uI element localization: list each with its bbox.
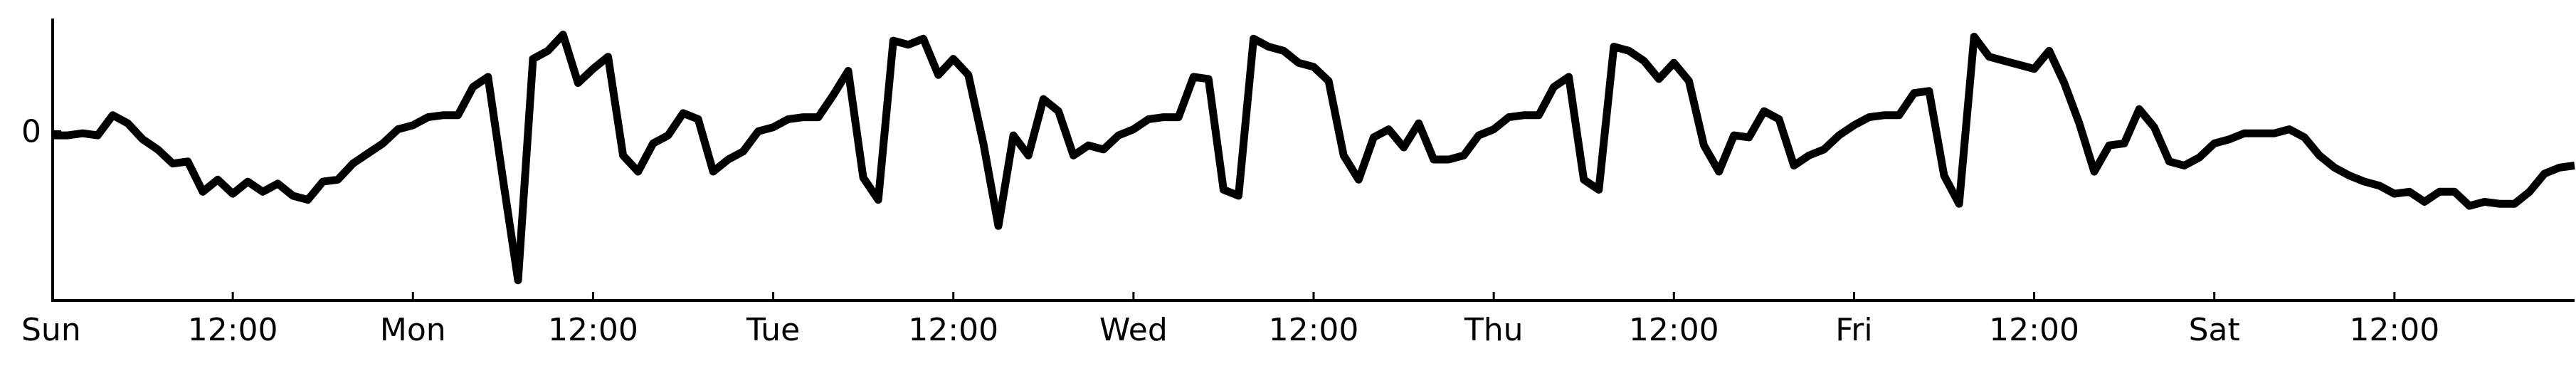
x-tick-label: 12:00 <box>2349 312 2439 348</box>
x-tick-label: 12:00 <box>1269 312 1359 348</box>
x-tick-label: 12:00 <box>548 312 638 348</box>
x-tick-label: Mon <box>380 312 446 348</box>
x-tick-label: Wed <box>1099 312 1168 348</box>
x-tick-label: Tue <box>746 312 800 348</box>
x-tick-label: 12:00 <box>1629 312 1719 348</box>
ticks: Sun 12:00 Mon 12:00 Tue 12:00 Wed 12:00 Thu 12:00… <box>21 113 2439 348</box>
x-tick-label: Fri <box>1835 312 1872 348</box>
x-tick-label: Sat <box>2189 312 2240 348</box>
x-tick-label: Thu <box>1464 312 1524 348</box>
series-line-0 <box>53 31 2575 285</box>
x-tick-label: 12:00 <box>1989 312 2079 348</box>
plot-area <box>53 31 2575 285</box>
y-tick-label: 0 <box>21 113 41 150</box>
x-tick-label: 12:00 <box>188 312 278 348</box>
x-tick-label: 12:00 <box>908 312 998 348</box>
x-tick-label: Sun <box>21 312 81 348</box>
